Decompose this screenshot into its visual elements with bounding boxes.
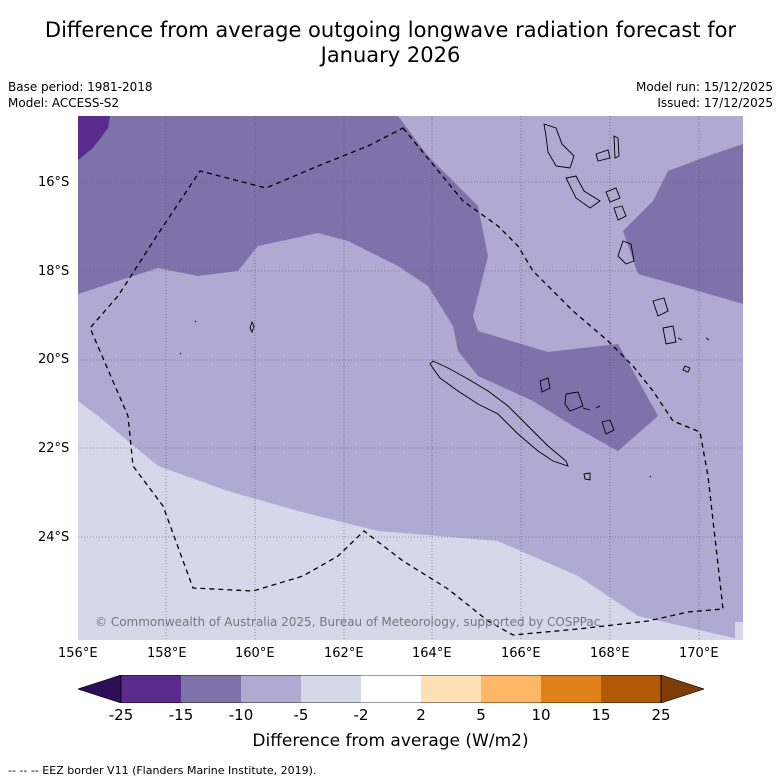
lon-label-158: 158°E <box>147 646 187 661</box>
issued-date: Issued: 17/12/2025 <box>657 96 773 110</box>
colorbar <box>78 675 704 703</box>
colorbar-segment-2 <box>181 675 241 703</box>
colorbar-segment-6 <box>421 675 481 703</box>
lat-label-18: 18°S <box>38 264 70 279</box>
map-edge-strip <box>735 622 743 640</box>
anomaly-region-minus10-east <box>623 144 743 304</box>
colorbar-tick-10: 25 <box>651 706 671 724</box>
colorbar-tick-8: 10 <box>531 706 551 724</box>
colorbar-segment-7 <box>481 675 541 703</box>
eez-legend-note: -- -- -- EEZ border V11 (Flanders Marine… <box>8 764 317 777</box>
eez-border <box>89 127 724 636</box>
colorbar-segment-1 <box>121 675 181 703</box>
lon-label-160: 160°E <box>235 646 275 661</box>
lon-label-164: 164°E <box>412 646 452 661</box>
colorbar-title: Difference from average (W/m2) <box>252 731 529 751</box>
lat-label-20: 20°S <box>38 352 70 367</box>
chesterfield-islands <box>179 320 255 355</box>
colorbar-tick-4: -5 <box>293 706 309 724</box>
colorbar-tick-2: -15 <box>168 706 194 724</box>
colorbar-outline <box>120 675 662 703</box>
lat-label-16: 16°S <box>38 175 70 190</box>
chart-title: Difference from average outgoing longwav… <box>0 18 781 68</box>
meta-left: Base period: 1981-2018 Model: ACCESS-S2 <box>8 79 153 111</box>
lon-label-170: 170°E <box>679 646 719 661</box>
lat-label-22: 22°S <box>38 441 70 456</box>
loyalty-islands <box>539 377 615 435</box>
colorbar-tick-9: 15 <box>591 706 611 724</box>
lat-label-24: 24°S <box>38 530 70 545</box>
colorbar-max-extend <box>660 675 704 703</box>
lon-label-156: 156°E <box>58 646 98 661</box>
anomaly-region-minus15 <box>78 116 110 160</box>
chart-title-line1: Difference from average outgoing longwav… <box>44 18 737 42</box>
model-name: Model: ACCESS-S2 <box>8 96 120 110</box>
colorbar-tick-5: -2 <box>353 706 369 724</box>
colorbar-segment-9 <box>601 675 661 703</box>
colorbar-segment-8 <box>541 675 601 703</box>
base-period: Base period: 1981-2018 <box>8 80 153 94</box>
colorbar-segment-4 <box>301 675 361 703</box>
colorbar-tick-6: 2 <box>416 706 426 724</box>
lon-label-162: 162°E <box>324 646 364 661</box>
lon-label-168: 168°E <box>590 646 630 661</box>
model-run: Model run: 15/12/2025 <box>635 80 773 94</box>
anomaly-region-minus10-north <box>78 116 658 451</box>
colorbar-tick-7: 5 <box>476 706 486 724</box>
colorbar-segment-3 <box>241 675 301 703</box>
new-caledonia-coast <box>429 360 569 467</box>
colorbar-tick-3: -10 <box>228 706 254 724</box>
meta-right: Model run: 15/12/2025 Issued: 17/12/2025 <box>636 79 773 111</box>
vanuatu-islands <box>543 123 710 373</box>
copyright-text: © Commonwealth of Australia 2025, Bureau… <box>95 615 600 629</box>
graticule <box>78 116 743 640</box>
colorbar-tick-1: -25 <box>108 706 134 724</box>
lon-label-166: 166°E <box>501 646 541 661</box>
colorbar-min-extend <box>78 675 122 703</box>
isle-of-pines <box>583 472 652 481</box>
chart-title-line2: January 2026 <box>320 43 461 67</box>
colorbar-segment-5 <box>361 675 421 703</box>
map-panel: © Commonwealth of Australia 2025, Bureau… <box>78 116 743 640</box>
